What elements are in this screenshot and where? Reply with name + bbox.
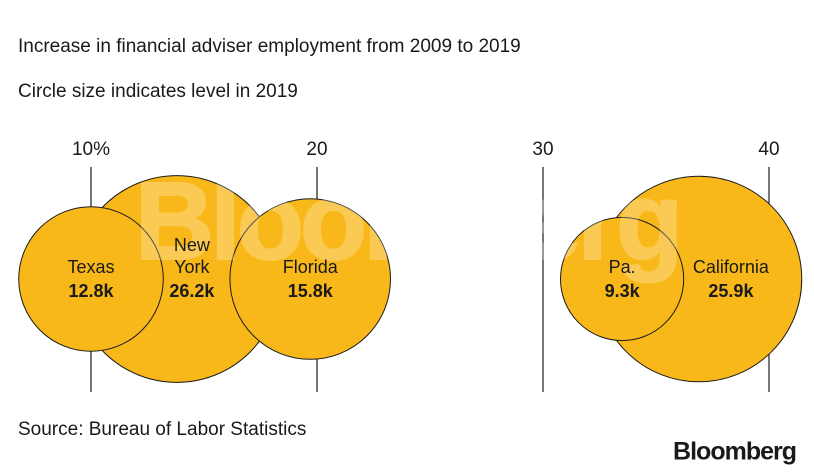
value-label: 25.9k [708,281,754,301]
bubble-label: Pa. [609,257,636,277]
value-label: 26.2k [169,281,215,301]
bubble-label: Texas [67,257,114,277]
bubble [559,216,685,342]
bubble-label: Florida [283,257,339,277]
x-tick-label: 30 [532,139,553,160]
chart-title: Increase in financial adviser employment… [18,36,521,57]
value-label: 12.8k [68,281,114,301]
chart-subtitle: Circle size indicates level in 2019 [18,81,298,102]
x-tick-label: 40 [758,139,779,160]
bubble [18,206,164,352]
x-tick-label: 10% [72,139,110,160]
bubble [229,198,392,360]
source: Source: Bureau of Labor Statistics [18,419,306,440]
x-tick-label: 20 [306,139,327,160]
watermark: Bloomberg [135,160,680,283]
value-label: 9.3k [605,281,641,301]
bubble-label: California [693,257,770,277]
value-label: 15.8k [288,281,334,301]
bubble-label: New York [174,235,211,277]
brand: Bloomberg [673,438,796,466]
